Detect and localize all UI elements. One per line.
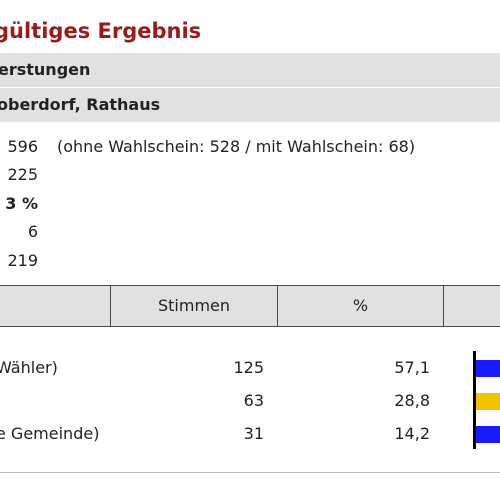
result-heading-text: gültiges Ergebnis — [0, 19, 202, 43]
party-percent: 57,1 — [394, 358, 430, 377]
stat-row-invalid: 6 — [0, 218, 500, 246]
stat-row-turnout: 3 % — [0, 190, 500, 218]
stat-value: 225 — [7, 165, 38, 184]
stat-value: 3 % — [5, 194, 38, 213]
table-row: 63 28,8 — [0, 386, 500, 416]
stat-value: 596 — [7, 137, 38, 156]
column-divider — [277, 286, 278, 326]
party-votes: 125 — [233, 358, 264, 377]
party-percent: 14,2 — [394, 424, 430, 443]
table-row: Wähler) 125 57,1 — [0, 353, 500, 383]
party-votes: 63 — [243, 391, 264, 410]
table-bottom-divider — [0, 472, 500, 473]
result-heading: gültiges Ergebnis — [0, 14, 500, 48]
table-row: e Gemeinde) 31 14,2 — [0, 419, 500, 449]
party-percent: 28,8 — [394, 391, 430, 410]
column-divider — [110, 286, 111, 326]
col-header-percent: % — [352, 296, 369, 315]
stat-value: 219 — [7, 251, 38, 270]
party-bar — [476, 393, 500, 410]
location-band-2: oberdorf, Rathaus — [0, 88, 500, 122]
party-votes: 31 — [243, 424, 264, 443]
party-bar — [476, 426, 500, 443]
stat-row-eligible: 596 (ohne Wahlschein: 528 / mit Wahlsche… — [0, 133, 500, 161]
stat-row-voters: 225 — [0, 161, 500, 189]
location-line-1: erstungen — [0, 60, 91, 79]
results-table-header: Stimmen % — [0, 285, 500, 327]
col-header-votes: Stimmen — [157, 296, 231, 315]
party-name: Wähler) — [0, 358, 58, 377]
party-name: e Gemeinde) — [0, 424, 100, 443]
stat-value: 6 — [27, 222, 38, 241]
location-band-1: erstungen — [0, 53, 500, 87]
bar-axis-line — [473, 351, 476, 449]
location-line-2: oberdorf, Rathaus — [0, 95, 161, 114]
party-bar — [476, 360, 500, 377]
stat-detail: (ohne Wahlschein: 528 / mit Wahlschein: … — [57, 137, 416, 156]
stat-row-valid: 219 — [0, 247, 500, 275]
column-divider — [443, 286, 444, 326]
